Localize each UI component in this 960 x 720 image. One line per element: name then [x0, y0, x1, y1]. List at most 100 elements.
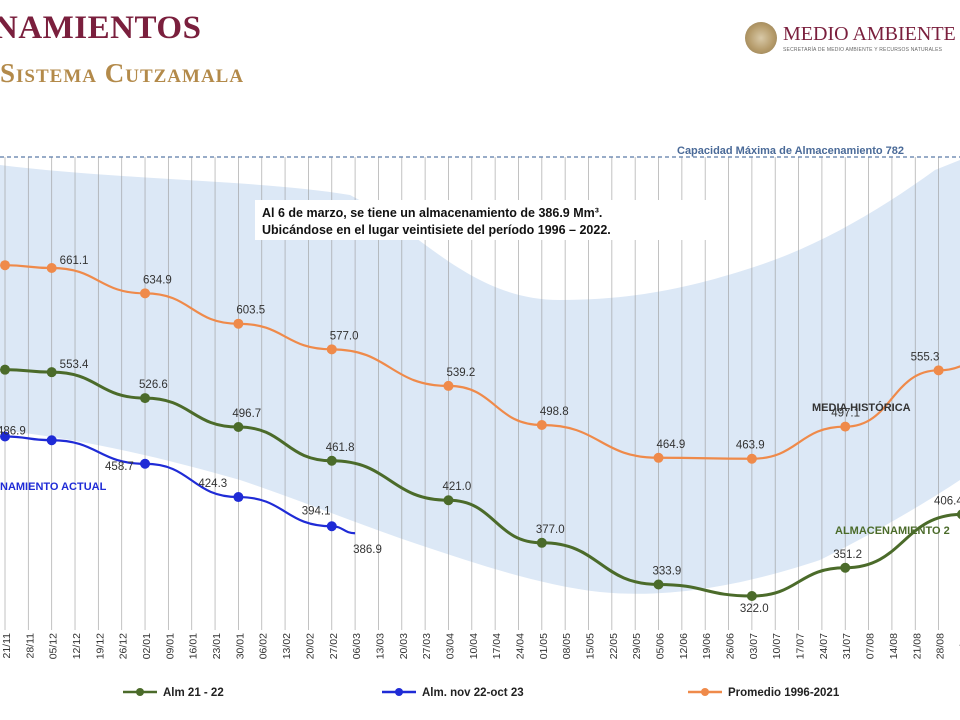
legend: Alm 21 - 22 Alm. nov 22-oct 23 Promedio 19… [123, 687, 840, 699]
x-tick-label: 26/06 [725, 633, 737, 659]
x-tick-label: 05/06 [655, 633, 667, 659]
data-label: 634.9 [143, 274, 172, 286]
data-point [956, 509, 960, 519]
data-label: 406.4 [934, 495, 960, 507]
data-label: 461.8 [326, 442, 355, 454]
series-line-label: NAMIENTO ACTUAL [0, 481, 107, 493]
x-tick-label: 20/03 [398, 633, 410, 659]
x-tick-label: 03/04 [444, 633, 456, 659]
data-point [840, 562, 851, 573]
data-point [0, 431, 10, 442]
data-point [653, 452, 664, 463]
x-tick-label: 02/01 [141, 633, 153, 659]
data-label: 322.0 [740, 603, 769, 615]
x-tick-label: 22/05 [608, 633, 620, 659]
x-tick-label: 31/07 [841, 633, 853, 659]
x-tick-label: 05/12 [48, 633, 60, 659]
data-label: 486.9 [0, 425, 26, 437]
series-line [4, 264, 960, 460]
data-point [536, 537, 547, 548]
data-label: 424.3 [198, 478, 227, 490]
data-label: 458.7 [105, 461, 134, 473]
data-point [840, 421, 851, 432]
data-point [233, 422, 244, 433]
data-point [140, 393, 151, 404]
data-label: 497.1 [831, 408, 860, 420]
data-point [140, 288, 151, 299]
data-label: 351.2 [833, 549, 862, 561]
x-tick-label: 06/02 [258, 633, 270, 659]
x-tick-label: 29/05 [631, 633, 643, 659]
x-tick-label: 27/02 [328, 633, 340, 659]
data-label: 577.0 [330, 330, 359, 342]
x-tick-label: 23/01 [211, 633, 223, 659]
series-line [4, 368, 960, 598]
data-point [46, 435, 57, 446]
data-label: 496.7 [232, 408, 261, 420]
x-tick-label: 13/03 [374, 633, 386, 659]
data-point [233, 318, 244, 329]
x-tick-label: 07/08 [865, 633, 877, 659]
legend-label: Promedio 1996-2021 [728, 687, 840, 699]
legend-marker [395, 688, 403, 696]
data-label: 333.9 [653, 565, 682, 577]
x-tick-label: 01/05 [538, 633, 550, 659]
logo-text: MEDIO AMBIENTE [783, 23, 956, 45]
capacity-label: Capacidad Máxima de Almacenamiento 782 [677, 145, 904, 157]
data-label: 603.5 [236, 305, 265, 317]
data-label: 386.9 [353, 544, 382, 556]
historical-range-band [0, 160, 960, 594]
x-tick-label: 28/08 [935, 633, 947, 659]
x-tick-label: 19/06 [701, 633, 713, 659]
data-point [443, 495, 454, 506]
x-tick-label: 06/03 [351, 633, 363, 659]
data-point [326, 521, 337, 532]
x-tick-label: 17/04 [491, 633, 503, 659]
x-tick-label: 04/09 [958, 633, 960, 659]
data-point [536, 419, 547, 430]
page-title: NAMIENTOS [0, 10, 202, 46]
data-label: 377.0 [536, 524, 565, 536]
x-tick-label: 08/05 [561, 633, 573, 659]
x-tick-label: 28/11 [24, 633, 36, 659]
data-label: 394.1 [302, 505, 331, 517]
x-tick-label: 17/07 [795, 633, 807, 659]
data-point [443, 380, 454, 391]
x-tick-label: 27/03 [421, 633, 433, 659]
x-tick-label: 21/08 [911, 633, 923, 659]
series-layer: 553.4 526.6 496.7 461.8 421.0 377.0 333.9 322.0… [0, 255, 960, 615]
x-tick-label: 24/07 [818, 633, 830, 659]
legend-marker [136, 688, 144, 696]
data-point [326, 344, 337, 355]
page-subtitle: Sistema Cutzamala [0, 58, 245, 88]
series-line-label: ALMACENAMIENTO 2 [835, 525, 950, 537]
legend-label: Alm 21 - 22 [163, 687, 224, 699]
x-tick-label: 13/02 [281, 633, 293, 659]
x-tick-label: 03/07 [748, 633, 760, 659]
x-tick-label: 30/01 [234, 633, 246, 659]
x-tick-label: 10/04 [468, 633, 480, 659]
x-tick-label: 09/01 [164, 633, 176, 659]
data-label: 553.4 [60, 359, 89, 371]
x-tick-label: 19/12 [94, 633, 106, 659]
x-tick-label: 21/11 [1, 633, 13, 659]
data-point [0, 364, 10, 375]
data-point [140, 458, 151, 469]
grid [4, 157, 939, 630]
data-point [326, 455, 337, 466]
annotation-line-2: Ubicándose en el lugar veintisiete del p… [262, 223, 611, 237]
x-tick-label: 16/01 [188, 633, 200, 659]
legend-marker [701, 688, 709, 696]
annotation-box [255, 200, 710, 240]
x-tick-label: 14/08 [888, 633, 900, 659]
x-tick-label: 26/12 [118, 633, 130, 659]
data-label: 526.6 [139, 379, 168, 391]
x-tick-label: 24/04 [514, 633, 526, 659]
data-point [0, 260, 10, 271]
semarnat-logo: MEDIO AMBIENTE SECRETARÍA DE MEDIO AMBIE… [745, 20, 960, 60]
legend-label: Alm. nov 22-oct 23 [422, 687, 524, 699]
data-label: 555.3 [911, 351, 940, 363]
data-label: 539.2 [446, 367, 475, 379]
series-line-label: MEDIA HISTÓRICA [812, 401, 911, 414]
